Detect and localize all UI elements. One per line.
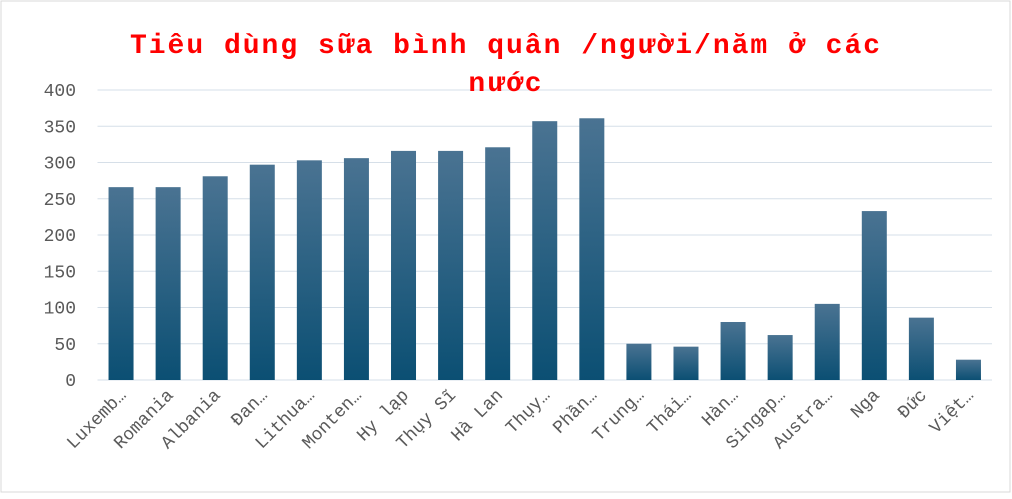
bar <box>485 147 511 380</box>
bar <box>814 303 840 380</box>
bar <box>908 317 934 380</box>
bar <box>861 211 887 380</box>
bar <box>955 359 981 380</box>
bar <box>767 335 793 380</box>
bar <box>720 322 746 380</box>
bar <box>391 150 417 380</box>
bar <box>296 160 322 380</box>
y-tick-label: 350 <box>44 118 76 138</box>
chart-title: Tiêu dùng sữa bình quân /người/năm ở các… <box>129 31 883 100</box>
bar <box>579 118 605 381</box>
bar <box>108 187 134 380</box>
y-tick-label: 400 <box>44 82 76 102</box>
bar <box>249 164 275 380</box>
bar <box>202 176 228 380</box>
bar <box>155 187 181 380</box>
y-tick-label: 200 <box>44 227 76 247</box>
y-tick-label: 100 <box>44 300 76 320</box>
y-tick-label: 0 <box>65 372 76 392</box>
y-tick-label: 250 <box>44 191 76 211</box>
y-tick-label: 300 <box>44 155 76 175</box>
y-tick-label: 150 <box>44 263 76 283</box>
bar <box>343 158 369 380</box>
y-tick-label: 50 <box>54 336 76 356</box>
bar <box>438 150 464 380</box>
bar <box>532 121 558 381</box>
bar <box>673 346 699 380</box>
bar <box>626 343 652 380</box>
